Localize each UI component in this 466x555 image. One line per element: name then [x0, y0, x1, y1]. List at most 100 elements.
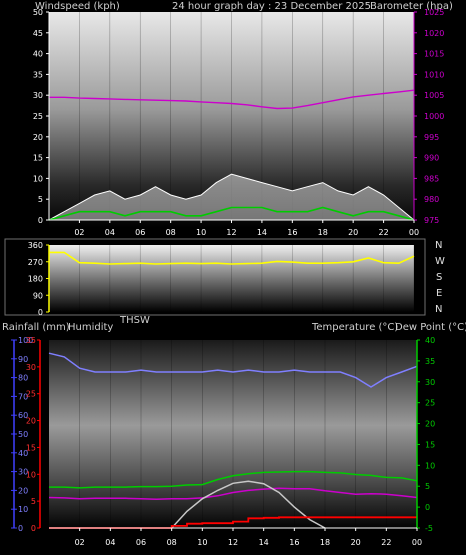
x-tick-label: 16 [289, 538, 299, 547]
wind-gust-series [48, 173, 416, 221]
temperature-tick-label: 0 [425, 503, 430, 512]
x-tick-label: 22 [381, 538, 391, 547]
y2-tick-label: 1025 [424, 8, 444, 17]
x-tick-label: 16 [287, 228, 297, 237]
humidity-tick-label: 10 [18, 505, 28, 514]
rainfall-tick-label: 35 [26, 336, 36, 345]
compass-label: W [435, 256, 445, 267]
windspeed-axis-title: Windspeed (kph) [35, 1, 120, 12]
wind-direction-series [49, 251, 415, 265]
x-tick-label: 18 [320, 538, 330, 547]
direction-panel-axes: 0 90 180 270 360 [28, 241, 50, 317]
temperature-tick-label: 20 [425, 420, 435, 429]
humidity-tick-label: 40 [18, 449, 28, 458]
x-tick-label: 00 [409, 228, 419, 237]
x-tick-label: 08 [166, 228, 176, 237]
y2-tick-label: 1005 [424, 91, 444, 100]
temperature-tick-label: 25 [425, 399, 435, 408]
chart-title: 24 hour graph day : 23 December 2025 [172, 1, 371, 12]
y-tick-label: 270 [28, 258, 43, 267]
temperature-series [49, 470, 418, 489]
x-tick-label: 20 [348, 228, 358, 237]
compass-labels: N W S E N [435, 240, 445, 315]
x-tick-label: 12 [226, 228, 236, 237]
rainfall-tick-label: 20 [26, 417, 36, 426]
y-tick-label: 20 [33, 133, 43, 142]
y-tick-label: 50 [33, 8, 43, 17]
barometer-series [49, 89, 415, 110]
x-tick-label: 06 [135, 228, 145, 237]
temperature-tick-label: 35 [425, 357, 435, 366]
rainfall-axis-title: Rainfall (mm) [2, 322, 70, 333]
y-tick-label: 40 [33, 50, 43, 59]
y-tick-label: 25 [33, 112, 43, 121]
y-tick-label: 180 [28, 275, 43, 284]
humidity-tick-label: 80 [18, 374, 28, 383]
y2-tick-label: 1000 [424, 112, 444, 121]
direction-panel-grid [79, 245, 415, 312]
dewpoint-series [48, 487, 418, 500]
temperature-panel-axes: 010203040506070809010005101520253035-505… [11, 336, 435, 547]
temperature-tick-label: -5 [425, 524, 433, 533]
humidity-series [48, 352, 418, 388]
y2-tick-label: 1010 [424, 70, 444, 79]
x-tick-label: 04 [105, 228, 115, 237]
temperature-tick-label: 10 [425, 461, 435, 470]
humidity-tick-label: 30 [18, 468, 28, 477]
x-tick-label: 08 [167, 538, 177, 547]
temperature-tick-label: 15 [425, 440, 435, 449]
thsw-label: THSW [119, 315, 150, 326]
y2-tick-label: 980 [424, 195, 439, 204]
y-tick-label: 35 [33, 70, 43, 79]
x-tick-label: 14 [257, 228, 267, 237]
x-tick-label: 10 [196, 228, 206, 237]
x-tick-label: 02 [75, 538, 85, 547]
y2-tick-label: 1020 [424, 29, 444, 38]
y-tick-label: 360 [28, 241, 43, 250]
compass-label: N [435, 304, 442, 315]
rainfall-tick-label: 30 [26, 363, 36, 372]
humidity-tick-label: 50 [18, 430, 28, 439]
wind-panel-background [49, 12, 414, 228]
x-tick-label: 14 [259, 538, 269, 547]
temperature-tick-label: 30 [425, 378, 435, 387]
y2-tick-label: 990 [424, 154, 439, 163]
humidity-tick-label: 100 [18, 336, 33, 345]
x-tick-label: 20 [351, 538, 361, 547]
compass-label: S [436, 272, 442, 283]
x-tick-label: 22 [378, 228, 388, 237]
direction-panel-background [49, 245, 414, 312]
x-tick-label: 02 [74, 228, 84, 237]
dewpoint-axis-title: Dew Point (°C) [395, 322, 466, 333]
direction-panel-series [49, 251, 415, 265]
y-tick-label: 45 [33, 29, 43, 38]
y2-tick-label: 975 [424, 216, 439, 225]
rainfall-tick-label: 0 [31, 524, 36, 533]
wind-panel-axes: 0510152025303540455097598098599099510001… [33, 8, 445, 237]
y2-tick-label: 985 [424, 174, 439, 183]
y2-tick-label: 1015 [424, 50, 444, 59]
x-tick-label: 12 [228, 538, 238, 547]
rainfall-tick-label: 5 [31, 497, 36, 506]
humidity-tick-label: 60 [18, 411, 28, 420]
y2-tick-label: 995 [424, 133, 439, 142]
wind-average-series [48, 206, 415, 221]
y-tick-label: 0 [38, 216, 43, 225]
y-tick-label: 30 [33, 91, 43, 100]
humidity-tick-label: 20 [18, 486, 28, 495]
y-tick-label: 5 [38, 195, 43, 204]
temperature-axis-title: Temperature (°C) [311, 322, 398, 333]
rainfall-tick-label: 10 [26, 470, 36, 479]
x-tick-label: 18 [318, 228, 328, 237]
humidity-tick-label: 90 [18, 355, 28, 364]
humidity-tick-label: 0 [18, 524, 23, 533]
temperature-tick-label: 5 [425, 482, 430, 491]
y-tick-label: 90 [33, 291, 43, 300]
y-tick-label: 0 [38, 308, 43, 317]
rainfall-tick-label: 15 [26, 443, 36, 452]
compass-label: E [436, 288, 442, 299]
humidity-tick-label: 70 [18, 392, 28, 401]
wind-panel-grid [79, 12, 415, 220]
